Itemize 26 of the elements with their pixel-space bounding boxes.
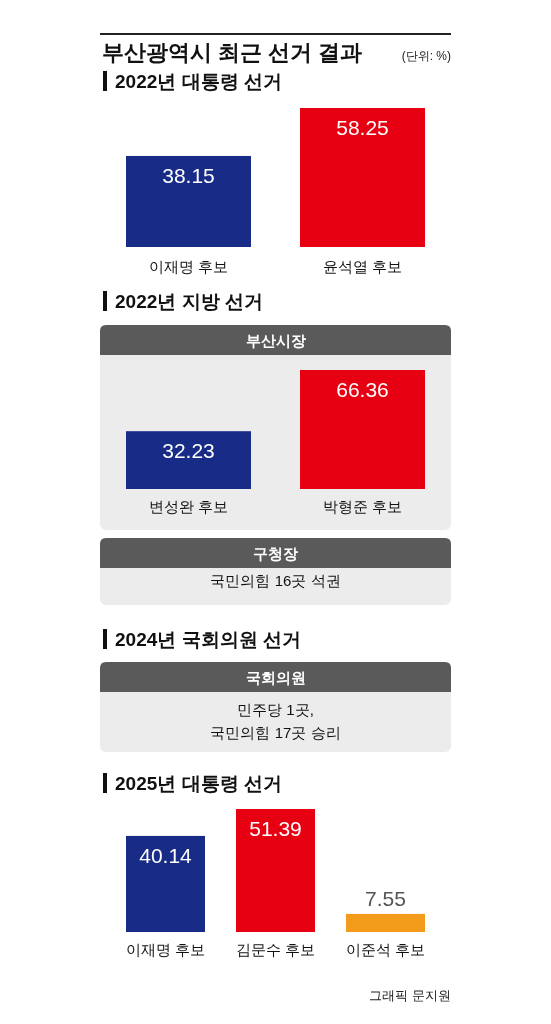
x-tick-label: 이준석 후보 bbox=[345, 941, 426, 958]
chart-subtitle: 부산시장 bbox=[245, 332, 306, 349]
data-label: 51.39 bbox=[249, 817, 302, 840]
text: 국회의원 bbox=[245, 669, 306, 686]
x-tick-label: 김문수 후보 bbox=[235, 941, 316, 958]
x-tick-label: 박형준 후보 bbox=[322, 498, 403, 515]
text: 민주당 1곳, 국민의힘 17곳 승리 bbox=[210, 701, 341, 741]
chart-title: 2022년 대통령 선거 bbox=[115, 71, 282, 92]
data-label: 66.36 bbox=[336, 378, 389, 401]
data-label: 32.23 bbox=[162, 439, 215, 463]
x-tick-label: 이재명 후보 bbox=[148, 258, 229, 275]
chart-title: 2022년 지방 선거 bbox=[115, 291, 263, 312]
x-tick-label: 변성완 후보 bbox=[148, 498, 229, 515]
text: (단위: %) bbox=[401, 49, 451, 63]
data-label: 58.25 bbox=[336, 116, 389, 139]
data-label: 7.55 bbox=[365, 886, 406, 910]
data-label: 38.15 bbox=[162, 163, 215, 187]
text: 그래픽 문지원 bbox=[369, 988, 451, 1003]
text: 2024년 국회의원 선거 bbox=[115, 629, 301, 650]
x-tick-label: 윤석열 후보 bbox=[322, 258, 403, 275]
text: 구청장 bbox=[253, 545, 298, 562]
chart-title: 2025년 대통령 선거 bbox=[115, 773, 282, 794]
text: 국민의힘 16곳 석권 bbox=[210, 572, 341, 589]
x-tick-label: 이재명 후보 bbox=[125, 941, 206, 958]
text: 부산광역시 최근 선거 결과 bbox=[102, 40, 363, 65]
data-label: 40.14 bbox=[139, 843, 193, 867]
